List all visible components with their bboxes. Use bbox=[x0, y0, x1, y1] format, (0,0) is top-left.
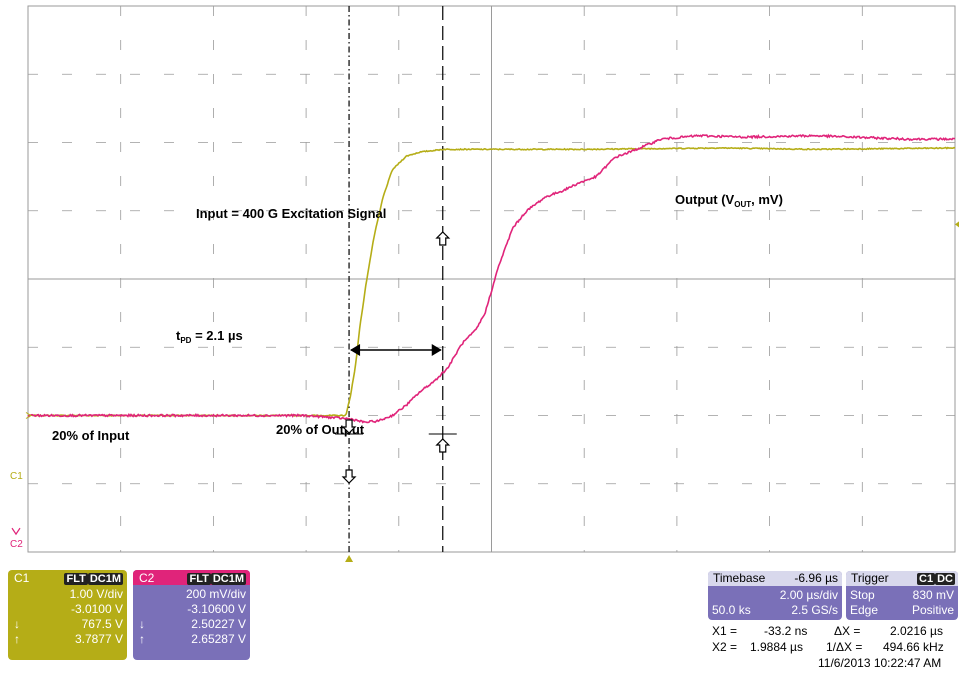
timebase-panel[interactable]: Timebase -6.96 µs 2.00 µs/div 50.0 ks 2.5… bbox=[708, 571, 842, 620]
c2-offset: -3.10600 V bbox=[187, 602, 246, 616]
c1-coupling-tag: FLT bbox=[64, 573, 88, 585]
x1-label: X1 = bbox=[712, 624, 738, 638]
trace-c2 bbox=[27, 133, 955, 424]
timebase-tdiv: 2.00 µs/div bbox=[779, 588, 838, 602]
c1-vdiv: 1.00 V/div bbox=[69, 587, 123, 601]
x2-value: 1.9884 µs bbox=[750, 640, 803, 654]
time-cursors bbox=[345, 6, 444, 562]
c1-cursor2-value: 3.7877 V bbox=[74, 632, 123, 646]
trigger-panel[interactable]: Trigger C1 DC Stop 830 mV Edge Positive bbox=[846, 571, 958, 620]
trigger-mode: Stop bbox=[850, 588, 875, 602]
c1-header: C1 FLT DC1M bbox=[8, 571, 123, 586]
trigger-type: Edge bbox=[850, 603, 879, 617]
x2-label: X2 = bbox=[712, 640, 738, 654]
timebase-header: Timebase -6.96 µs bbox=[708, 571, 842, 586]
c2-header: C2 FLT DC1M bbox=[133, 571, 246, 586]
c2-cursor-down-icon: ↓ bbox=[139, 617, 145, 631]
trigger-coupling-tag: DC bbox=[935, 573, 955, 585]
input-base-arrow-icon bbox=[341, 469, 357, 484]
c1-ground-marker bbox=[25, 412, 32, 419]
channel-2-panel[interactable]: C2 FLT DC1M 200 mV/div -3.10600 V ↓ 2.5022… bbox=[133, 570, 250, 660]
trigger-level: 830 mV bbox=[912, 588, 954, 602]
tpd-label: tPD = 2.1 µs bbox=[176, 328, 243, 345]
timebase-samples: 50.0 ks bbox=[712, 603, 751, 617]
graticule bbox=[27, 5, 956, 553]
dx-label: ΔX = bbox=[834, 624, 861, 638]
timebase-label: Timebase bbox=[713, 571, 766, 585]
c1-impedance-tag: DC1M bbox=[87, 573, 123, 585]
timestamp: 11/6/2013 10:22:47 AM bbox=[818, 656, 942, 670]
c1-marker: C1 bbox=[10, 471, 23, 482]
tpd-arrowhead-right-icon bbox=[431, 344, 442, 356]
input-label: Input = 400 G Excitation Signal bbox=[196, 206, 386, 221]
trigger-level-marker bbox=[955, 221, 959, 228]
trigger-position-marker bbox=[345, 555, 354, 562]
c2-impedance-tag: DC1M bbox=[210, 573, 246, 585]
timebase-delay: -6.96 µs bbox=[794, 571, 838, 585]
output-20pct-arrow-icon bbox=[435, 438, 451, 453]
c1-cursor1-value: 767.5 V bbox=[81, 617, 123, 631]
c2-name: C2 bbox=[139, 571, 155, 585]
c1-offset: -3.0100 V bbox=[70, 602, 123, 616]
channel-1-panel[interactable]: C1 FLT DC1M 1.00 V/div -3.0100 V ↓ 767.5 V… bbox=[8, 570, 127, 660]
timebase-rate: 2.5 GS/s bbox=[791, 603, 838, 617]
trigger-slope: Positive bbox=[911, 603, 954, 617]
c2-coupling-tag: FLT bbox=[187, 573, 211, 585]
c1-cursor-down-icon: ↓ bbox=[14, 617, 20, 631]
c1-name: C1 bbox=[14, 571, 30, 585]
output-20pct-label: 20% of Output bbox=[276, 422, 365, 437]
tpd-arrowhead-left-icon bbox=[350, 344, 361, 356]
c2-cursor1-value: 2.50227 V bbox=[191, 617, 246, 631]
c2-cursor2-value: 2.65287 V bbox=[191, 632, 246, 646]
inv-dx-value: 494.66 kHz bbox=[883, 640, 944, 654]
c1-cursor-up-icon: ↑ bbox=[14, 632, 20, 646]
annotations: Input = 400 G Excitation Signal Output (… bbox=[10, 192, 783, 550]
trigger-label: Trigger bbox=[851, 571, 889, 585]
input-20pct-label: 20% of Input bbox=[52, 428, 130, 443]
input-pointer-arrow-icon bbox=[435, 231, 451, 246]
waveform-traces bbox=[11, 133, 959, 536]
trigger-header: Trigger C1 DC bbox=[846, 571, 958, 586]
x1-value: -33.2 ns bbox=[764, 624, 808, 638]
input-20pct-arrow-icon bbox=[341, 419, 357, 434]
c2-cursor-up-icon: ↑ bbox=[139, 632, 145, 646]
output-label: Output (VOUT, mV) bbox=[675, 192, 783, 209]
c2-vdiv: 200 mV/div bbox=[185, 587, 246, 601]
c2-ground-marker bbox=[11, 527, 21, 536]
dx-value: 2.0216 µs bbox=[890, 624, 943, 638]
inv-dx-label: 1/ΔX = bbox=[826, 640, 863, 654]
c2-marker: C2 bbox=[10, 539, 23, 550]
trigger-source-tag: C1 bbox=[917, 573, 936, 585]
